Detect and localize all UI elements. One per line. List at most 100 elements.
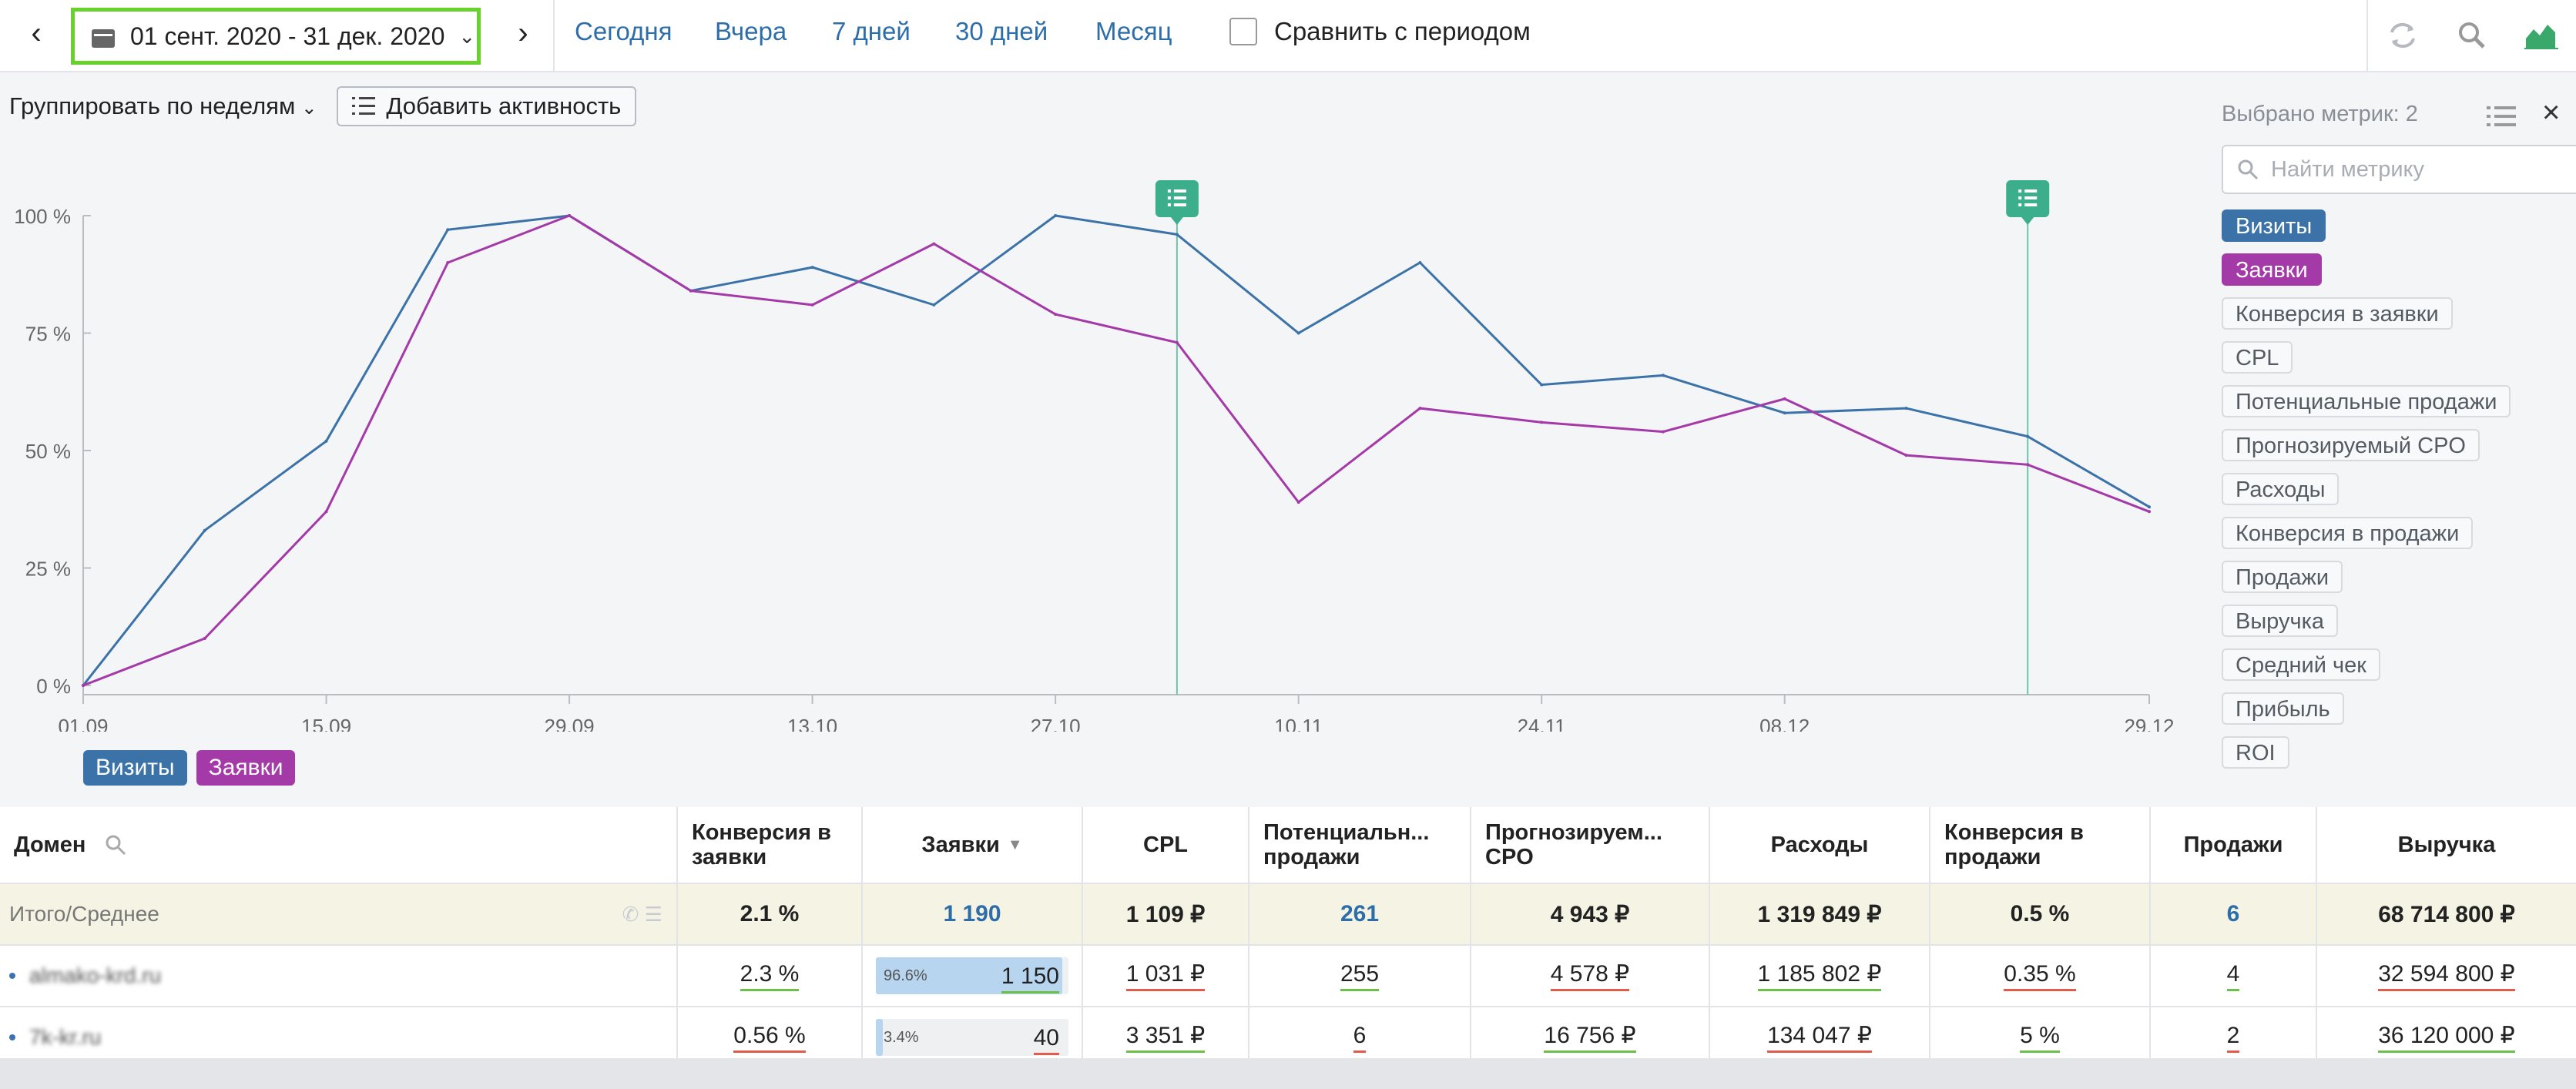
metric-tag[interactable]: Конверсия в заявки (2222, 297, 2453, 330)
domain-name[interactable]: almako-krd.ru (29, 963, 162, 987)
x-tick-label: 27.10 (1031, 715, 1081, 732)
row-revenue: 32 594 800 ₽ (2317, 946, 2576, 1006)
data-point (810, 266, 814, 270)
table-row[interactable]: almako-krd.ru 2.3 % 96.6% 1 150 1 031 ₽ … (0, 946, 2576, 1007)
data-point (1296, 331, 1300, 335)
marker-list-dot (1167, 189, 1171, 193)
row-conversion-leads: 2.3 % (678, 946, 863, 1006)
total-conversion-leads: 2.1 % (678, 884, 863, 944)
metric-tag[interactable]: Заявки (2222, 253, 2322, 286)
row-leads[interactable]: 3.4% 40 (863, 1007, 1083, 1067)
date-range-picker[interactable]: 01 сент. 2020 - 31 дек. 2020 ⌄ (71, 8, 481, 65)
value: 3 351 ₽ (1125, 1022, 1206, 1053)
col-conversion-leads[interactable]: Конверсия в заявки (678, 807, 863, 883)
legend-leads[interactable]: Заявки (196, 750, 296, 786)
domain-name[interactable]: 7k-kr.ru (29, 1025, 102, 1049)
data-point (1054, 313, 1058, 317)
period-30-days[interactable]: 30 дней (955, 17, 1048, 45)
data-point (2026, 434, 2030, 438)
marker-list-line (2024, 196, 2038, 199)
col-forecast-cpo[interactable]: Прогнозируем... CPO (1471, 807, 1710, 883)
group-by-dropdown[interactable]: Группировать по неделям ⌄ (9, 92, 317, 120)
compare-checkbox[interactable] (1229, 18, 1257, 45)
data-point (1175, 233, 1179, 236)
chart-view-icon[interactable] (2507, 0, 2576, 71)
row-cpl: 3 351 ₽ (1083, 1007, 1249, 1067)
marker-list-dot (2018, 203, 2022, 206)
data-point (1175, 340, 1179, 344)
expand-dot-icon[interactable] (9, 973, 15, 979)
search-icon[interactable] (104, 833, 127, 856)
expand-dot-icon[interactable] (9, 1034, 15, 1040)
period-yesterday[interactable]: Вчера (715, 17, 787, 45)
row-revenue: 36 120 000 ₽ (2317, 1007, 2576, 1067)
col-revenue[interactable]: Выручка (2397, 833, 2496, 857)
metric-tag[interactable]: Потенциальные продажи (2222, 385, 2511, 417)
value: 32 594 800 ₽ (2378, 960, 2515, 991)
metric-tag[interactable]: Прогнозируемый CPO (2222, 429, 2480, 461)
metric-tag[interactable]: Продажи (2222, 561, 2343, 593)
metric-search-field[interactable] (2222, 145, 2576, 194)
metric-search-input[interactable] (2269, 156, 2565, 183)
data-point (932, 242, 936, 246)
legend-visits[interactable]: Визиты (83, 750, 187, 786)
data-point (1418, 407, 1422, 410)
metric-tag[interactable]: Конверсия в продажи (2222, 517, 2474, 549)
table-header: Домен Конверсия в заявки Заявки ▼ CPL Пот… (0, 807, 2576, 884)
col-conversion-sales[interactable]: Конверсия в продажи (1930, 807, 2151, 883)
x-tick-label: 29.12 (2124, 715, 2174, 732)
refresh-icon[interactable] (2368, 0, 2437, 71)
total-conversion-sales: 0.5 % (1930, 884, 2151, 944)
activity-marker-icon (1155, 180, 1199, 225)
list-icon[interactable] (2487, 105, 2517, 132)
close-icon[interactable]: × (2542, 95, 2561, 129)
col-sales[interactable]: Продажи (2151, 807, 2317, 883)
data-point (932, 303, 936, 307)
metric-list: Визиты Заявки Конверсия в заявки CPL Потенци… (2222, 209, 2511, 780)
total-sales[interactable]: 6 (2151, 884, 2317, 944)
total-cpl: 1 109 ₽ (1083, 884, 1249, 944)
data-point (446, 261, 450, 264)
add-activity-button[interactable]: Добавить активность (337, 86, 637, 126)
metric-tag[interactable]: ROI (2222, 736, 2289, 769)
period-month[interactable]: Месяц (1095, 17, 1172, 45)
marker-list-line (2024, 189, 2038, 193)
domain-column-header[interactable]: Домен (0, 807, 678, 883)
row-spend: 1 185 802 ₽ (1710, 946, 1930, 1006)
metric-tag[interactable]: Средний чек (2222, 648, 2380, 681)
metrics-panel: Выбрано метрик: 2 × Визиты Заявки Конверси… (2206, 83, 2576, 792)
col-cpl[interactable]: CPL (1083, 807, 1249, 883)
marker-list-line (1173, 203, 1186, 206)
data-point (1540, 383, 1544, 387)
period-7-days[interactable]: 7 дней (832, 17, 911, 45)
next-period-button[interactable]: › (518, 16, 528, 50)
metric-tag[interactable]: Визиты (2222, 209, 2326, 242)
row-domain[interactable]: 7k-kr.ru (0, 1007, 678, 1067)
prev-period-button[interactable]: ‹ (31, 16, 42, 50)
horizontal-scrollbar[interactable] (0, 1058, 2576, 1089)
col-potential-sales[interactable]: Потенциальн... продажи (1249, 807, 1471, 883)
row-domain[interactable]: almako-krd.ru (0, 946, 678, 1006)
marker-list-dot (2018, 196, 2022, 199)
row-leads[interactable]: 96.6% 1 150 (863, 946, 1083, 1006)
value: 255 (1340, 961, 1380, 991)
search-icon[interactable] (2437, 0, 2507, 71)
metric-tag[interactable]: Прибыль (2222, 692, 2344, 725)
x-tick-label: 08.12 (1759, 715, 1810, 732)
data-point (203, 637, 206, 640)
period-today[interactable]: Сегодня (575, 17, 673, 45)
y-tick-label: 50 % (25, 440, 71, 463)
col-spend[interactable]: Расходы (1710, 807, 1930, 883)
row-spend: 134 047 ₽ (1710, 1007, 1930, 1067)
metric-tag[interactable]: Выручка (2222, 605, 2339, 637)
total-leads[interactable]: 1 190 (863, 884, 1083, 944)
metric-tag[interactable]: Расходы (2222, 473, 2340, 505)
total-potential-sales[interactable]: 261 (1249, 884, 1471, 944)
row-potential-sales: 255 (1249, 946, 1471, 1006)
total-forecast-cpo: 4 943 ₽ (1471, 884, 1710, 944)
metric-tag[interactable]: CPL (2222, 341, 2293, 374)
compare-period-toggle[interactable]: Сравнить с периодом (1229, 17, 1531, 46)
group-by-label: Группировать по неделям (9, 92, 296, 119)
marker-list-dot (1167, 203, 1171, 206)
col-leads[interactable]: Заявки ▼ (863, 807, 1083, 883)
